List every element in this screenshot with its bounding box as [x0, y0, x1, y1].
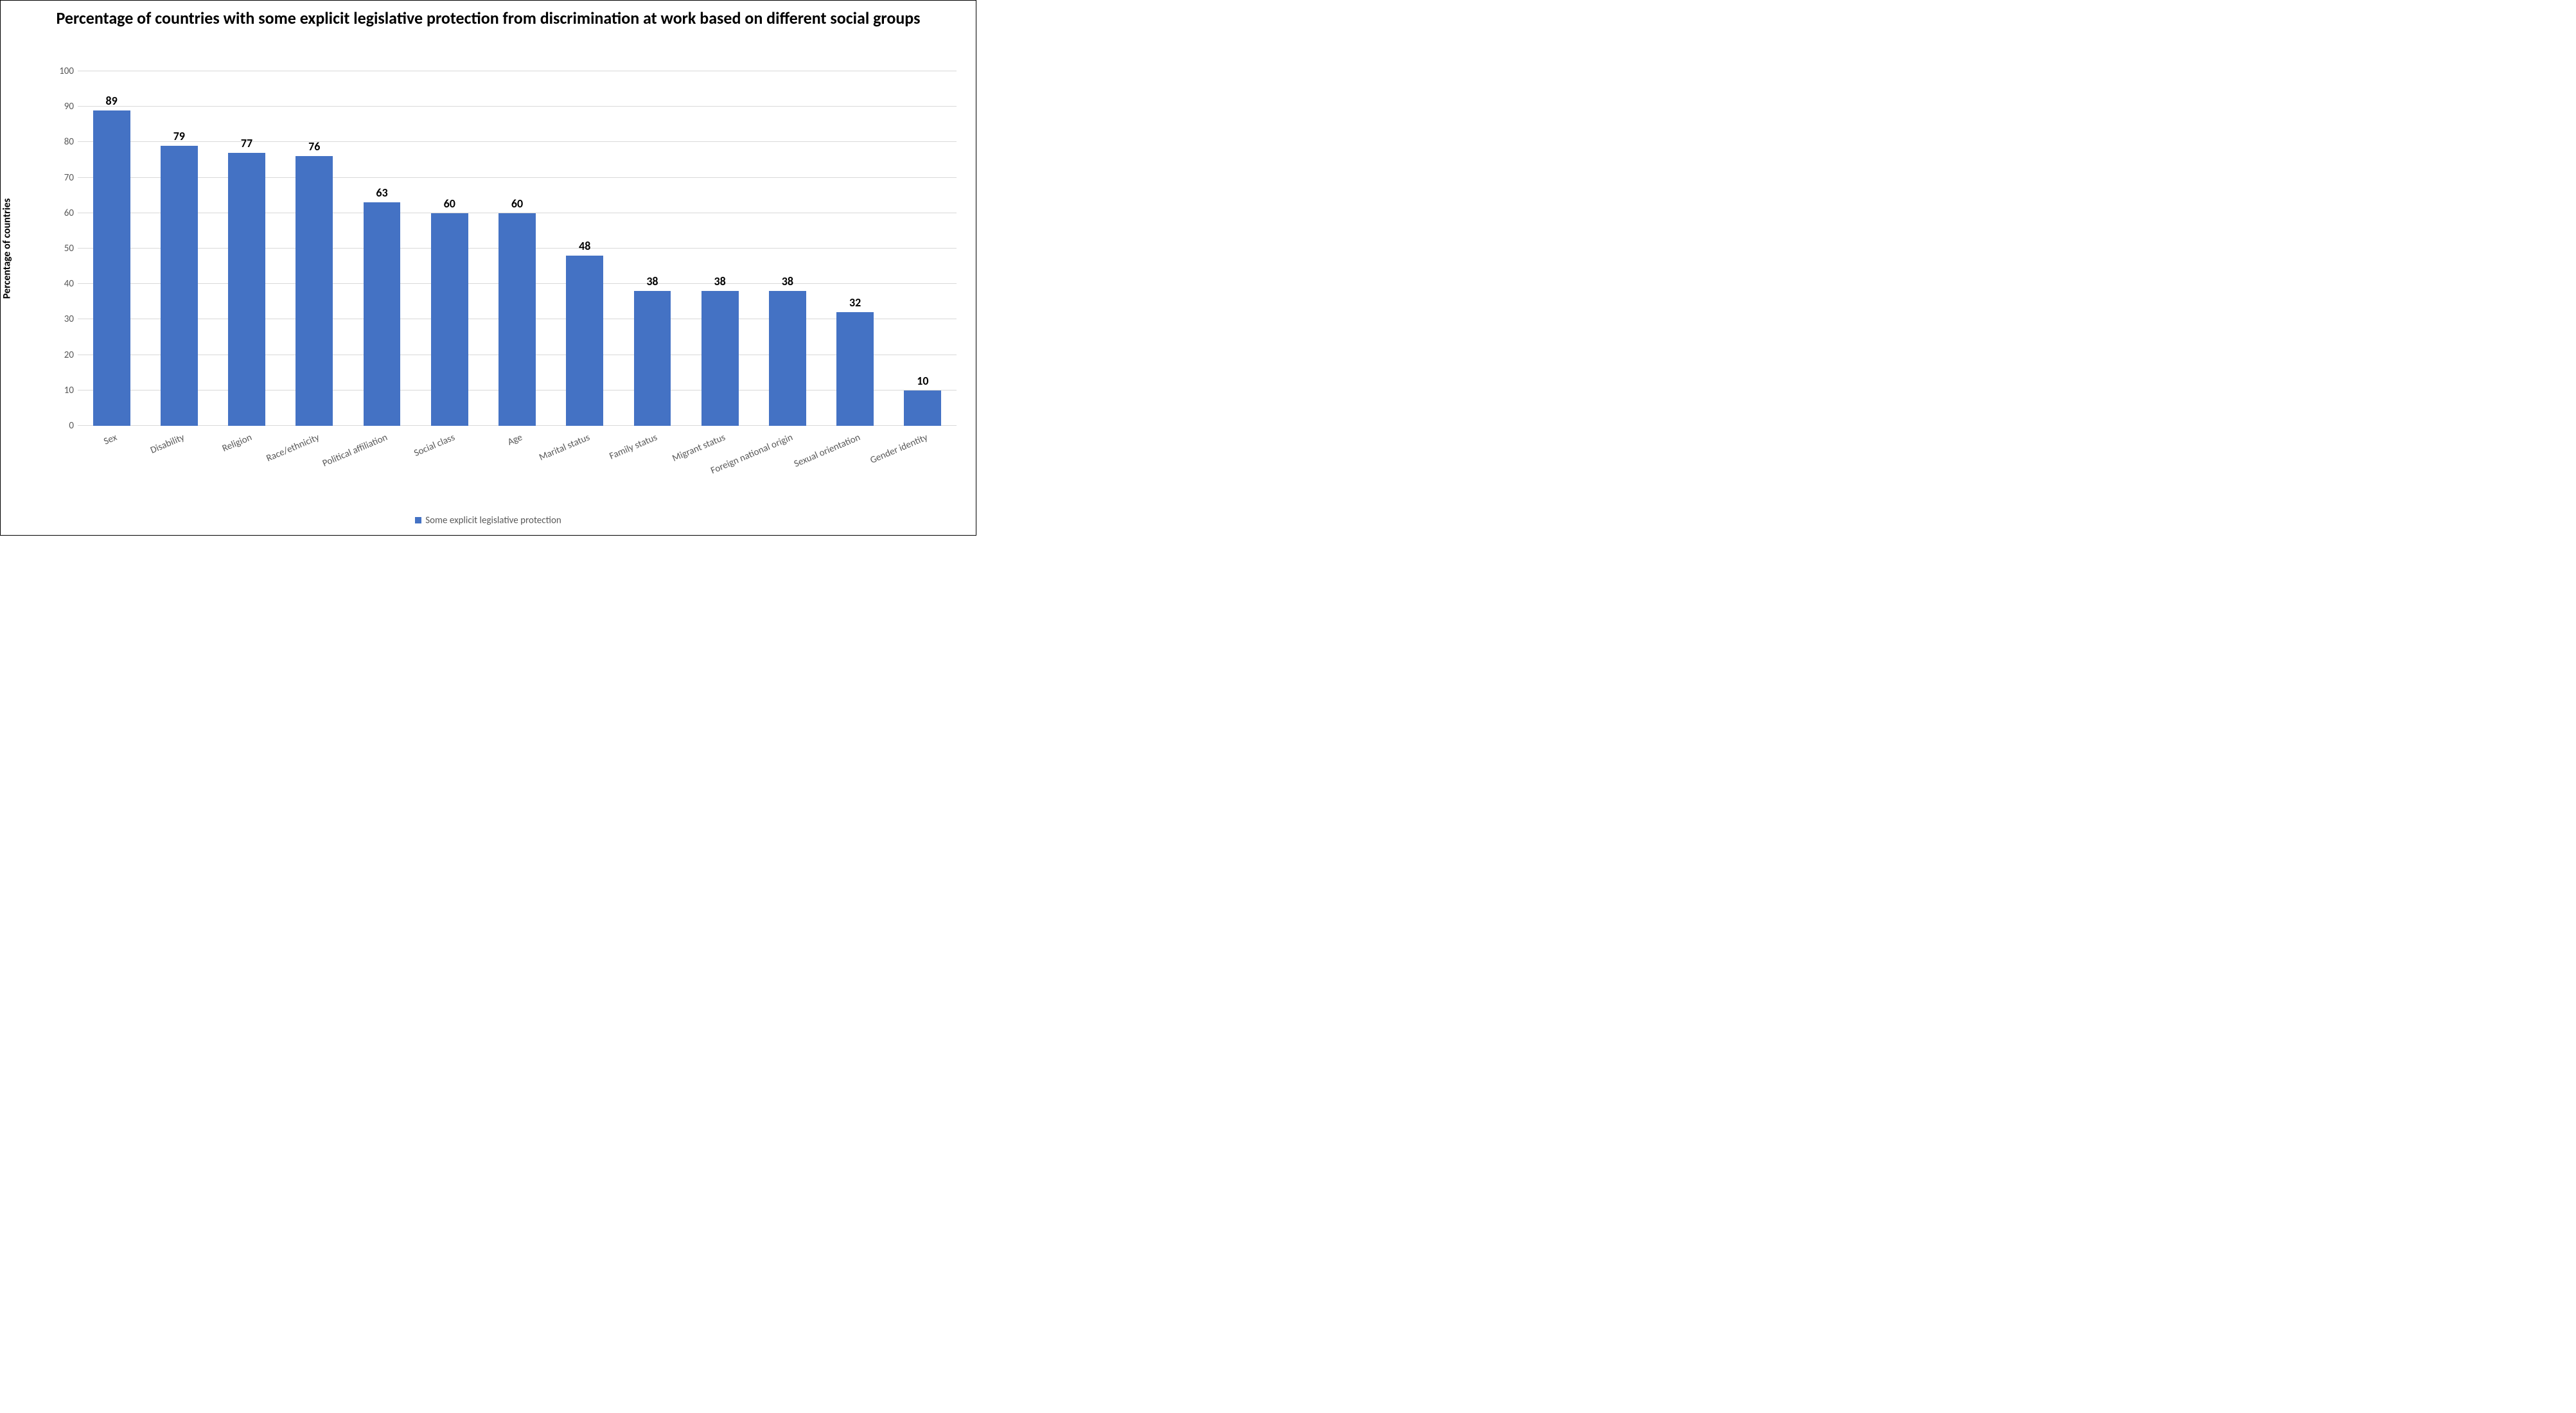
legend-label: Some explicit legislative protection — [425, 514, 561, 526]
bar-slot: 60Social class — [416, 71, 483, 426]
x-tick-label: Religion — [218, 426, 254, 455]
y-tick-label: 100 — [59, 66, 78, 77]
x-tick-label: Disability — [146, 426, 186, 457]
x-tick-label: Sexual orientation — [790, 426, 862, 470]
bar: 76 — [296, 156, 333, 426]
y-tick-label: 70 — [64, 172, 78, 184]
bar-value-label: 48 — [579, 239, 590, 253]
bar: 77 — [228, 153, 265, 426]
x-tick-label: Sex — [100, 426, 119, 448]
bar-value-label: 77 — [241, 136, 252, 150]
bar-value-label: 38 — [782, 274, 793, 288]
y-tick-label: 40 — [64, 278, 78, 290]
bar-slot: 77Religion — [213, 71, 280, 426]
x-tick-label: Race/ethnicity — [262, 426, 321, 464]
bar: 89 — [93, 110, 130, 426]
bar-value-label: 38 — [646, 274, 658, 288]
bar-slot: 38Foreign national origin — [754, 71, 821, 426]
bar: 32 — [836, 312, 874, 426]
bar: 38 — [701, 291, 739, 426]
bar-value-label: 60 — [444, 197, 455, 211]
x-tick-label: Social class — [410, 426, 457, 459]
bar-value-label: 32 — [849, 295, 861, 310]
bar-value-label: 38 — [714, 274, 726, 288]
bar-value-label: 89 — [105, 94, 117, 108]
bar-slot: 63Political affiliation — [348, 71, 416, 426]
bar: 48 — [566, 256, 603, 426]
y-axis-label: Percentage of countries — [1, 198, 13, 299]
x-tick-label: Age — [504, 426, 524, 448]
bar-slot: 10Gender identity — [889, 71, 957, 426]
y-tick-label: 0 — [69, 420, 78, 432]
bar-slot: 89Sex — [78, 71, 145, 426]
bar-slot: 38Migrant status — [686, 71, 754, 426]
bar-value-label: 60 — [511, 197, 523, 211]
y-tick-label: 20 — [64, 349, 78, 361]
plot-area: 010203040506070809010089Sex79Disability7… — [78, 71, 957, 426]
bar: 63 — [364, 202, 401, 426]
x-tick-label: Family status — [606, 426, 660, 462]
y-tick-label: 90 — [64, 101, 78, 112]
chart-container: Percentage of countries with some explic… — [0, 0, 976, 536]
y-tick-label: 50 — [64, 243, 78, 254]
bar-value-label: 63 — [376, 186, 387, 200]
legend: Some explicit legislative protection — [1, 514, 976, 526]
plot-wrap: Percentage of countries 0102030405060708… — [39, 71, 957, 426]
y-tick-label: 30 — [64, 313, 78, 325]
bar-value-label: 76 — [308, 139, 320, 154]
bar: 60 — [431, 213, 468, 426]
x-tick-label: Gender identity — [866, 426, 930, 466]
bar-slot: 48Marital status — [551, 71, 619, 426]
bar-slot: 38Family status — [619, 71, 686, 426]
bar: 38 — [634, 291, 671, 426]
bar: 79 — [161, 146, 198, 426]
bar: 38 — [769, 291, 806, 426]
bar-value-label: 10 — [917, 374, 928, 388]
x-tick-label: Marital status — [535, 426, 592, 464]
bar-slot: 32Sexual orientation — [822, 71, 889, 426]
x-tick-label: Political affiliation — [318, 426, 389, 470]
bar: 60 — [498, 213, 536, 426]
y-tick-label: 80 — [64, 136, 78, 148]
y-tick-label: 60 — [64, 207, 78, 219]
chart-title: Percentage of countries with some explic… — [1, 1, 976, 28]
bar: 10 — [904, 391, 941, 426]
bar-slot: 60Age — [483, 71, 551, 426]
legend-swatch — [415, 517, 421, 523]
y-tick-label: 10 — [64, 385, 78, 396]
bar-slot: 79Disability — [145, 71, 213, 426]
bar-slot: 76Race/ethnicity — [281, 71, 348, 426]
bar-value-label: 79 — [173, 129, 185, 143]
